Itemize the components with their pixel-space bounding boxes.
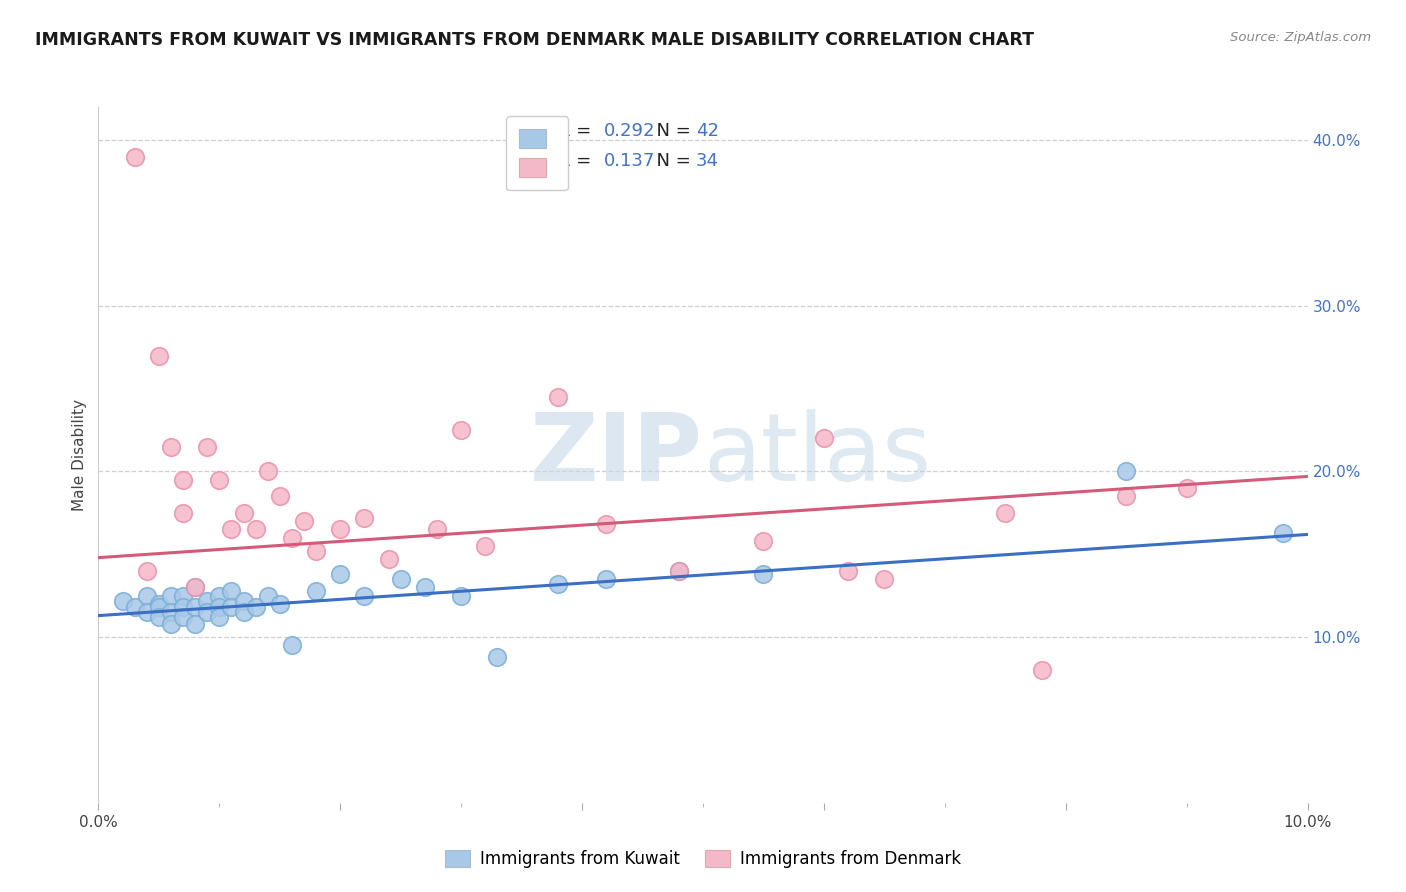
Legend: Immigrants from Kuwait, Immigrants from Denmark: Immigrants from Kuwait, Immigrants from … [439, 843, 967, 875]
Point [668, 564, 690, 578]
Point [124, 600, 146, 615]
Point [232, 506, 254, 520]
Point [184, 581, 207, 595]
Point [256, 589, 278, 603]
Point [547, 390, 569, 404]
Point [305, 583, 328, 598]
Point [135, 589, 157, 603]
Point [172, 473, 194, 487]
Text: IMMIGRANTS FROM KUWAIT VS IMMIGRANTS FROM DENMARK MALE DISABILITY CORRELATION CH: IMMIGRANTS FROM KUWAIT VS IMMIGRANTS FRO… [35, 31, 1035, 49]
Point [184, 600, 207, 615]
Point [232, 593, 254, 607]
Point [135, 564, 157, 578]
Point [221, 600, 243, 615]
Point [195, 440, 218, 454]
Point [208, 600, 231, 615]
Point [752, 534, 775, 549]
Point [813, 431, 835, 445]
Point [232, 605, 254, 619]
Text: N =: N = [645, 153, 696, 170]
Point [184, 616, 207, 631]
Point [124, 150, 146, 164]
Point [245, 523, 267, 537]
Text: N =: N = [645, 121, 696, 140]
Point [450, 589, 472, 603]
Point [281, 639, 304, 653]
Text: 34: 34 [696, 153, 718, 170]
Text: R =: R = [558, 153, 598, 170]
Text: ZIP: ZIP [530, 409, 703, 501]
Legend: , : , [506, 116, 568, 190]
Point [172, 600, 194, 615]
Point [837, 564, 859, 578]
Y-axis label: Male Disability: Male Disability [72, 399, 87, 511]
Point [329, 567, 352, 582]
Point [292, 514, 315, 528]
Point [172, 589, 194, 603]
Point [873, 572, 896, 586]
Point [195, 605, 218, 619]
Point [184, 581, 207, 595]
Point [208, 610, 231, 624]
Point [281, 531, 304, 545]
Point [486, 650, 509, 665]
Point [389, 572, 412, 586]
Point [221, 583, 243, 598]
Text: Source: ZipAtlas.com: Source: ZipAtlas.com [1230, 31, 1371, 45]
Point [1115, 465, 1137, 479]
Point [160, 605, 183, 619]
Point [413, 581, 436, 595]
Point [148, 349, 170, 363]
Point [160, 589, 183, 603]
Point [208, 589, 231, 603]
Point [135, 605, 157, 619]
Point [1272, 525, 1295, 540]
Point [426, 523, 449, 537]
Point [245, 600, 267, 615]
Point [377, 552, 399, 566]
Point [668, 564, 690, 578]
Point [1031, 663, 1053, 677]
Point [269, 489, 291, 503]
Point [148, 597, 170, 611]
Point [160, 440, 183, 454]
Point [148, 610, 170, 624]
Point [595, 517, 617, 532]
Point [111, 593, 134, 607]
Point [1175, 481, 1198, 495]
Text: 0.292: 0.292 [603, 121, 655, 140]
Point [269, 597, 291, 611]
Point [172, 506, 194, 520]
Point [752, 567, 775, 582]
Point [474, 539, 496, 553]
Point [547, 577, 569, 591]
Point [256, 465, 278, 479]
Point [221, 523, 243, 537]
Point [353, 511, 375, 525]
Point [148, 600, 170, 615]
Point [595, 572, 617, 586]
Point [305, 544, 328, 558]
Text: atlas: atlas [703, 409, 931, 501]
Point [353, 589, 375, 603]
Text: 0.137: 0.137 [603, 153, 655, 170]
Point [450, 423, 472, 437]
Text: R =: R = [558, 121, 598, 140]
Point [195, 593, 218, 607]
Point [1115, 489, 1137, 503]
Point [329, 523, 352, 537]
Text: 42: 42 [696, 121, 718, 140]
Point [160, 616, 183, 631]
Point [994, 506, 1017, 520]
Point [172, 610, 194, 624]
Point [208, 473, 231, 487]
